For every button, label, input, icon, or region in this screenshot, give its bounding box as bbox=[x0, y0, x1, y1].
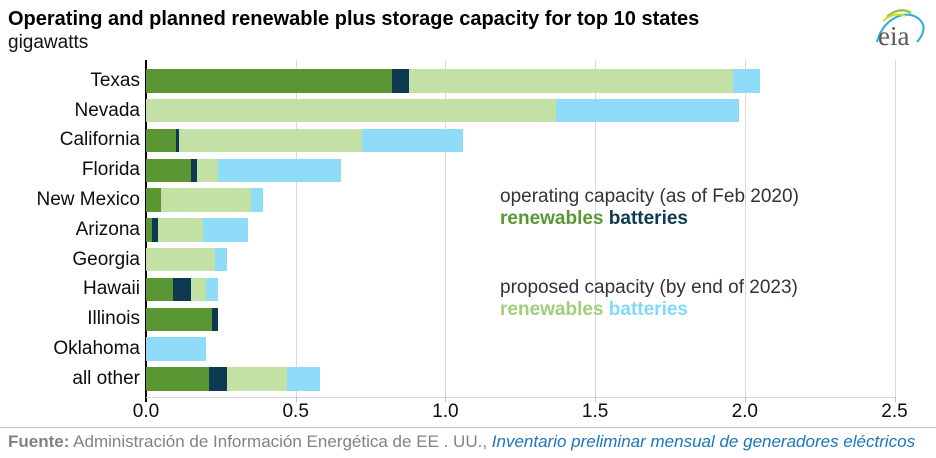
axis-tick bbox=[295, 397, 297, 402]
legend-operating: operating capacity (as of Feb 2020) rene… bbox=[500, 186, 799, 230]
bar-segment bbox=[146, 247, 215, 272]
bar-segment bbox=[190, 277, 206, 302]
gridline bbox=[894, 60, 896, 397]
legend-key-proposed-renewables: renewables bbox=[500, 299, 604, 320]
category-label: Hawaii bbox=[82, 278, 140, 300]
bar-segment bbox=[146, 188, 161, 212]
category-label: Arizona bbox=[75, 218, 140, 240]
gridline bbox=[295, 60, 297, 397]
bar-segment bbox=[409, 69, 733, 93]
source-link[interactable]: Inventario preliminar mensual de generad… bbox=[491, 432, 916, 451]
bar-segment bbox=[172, 277, 191, 302]
category-label: New Mexico bbox=[36, 189, 140, 211]
source-label: Fuente: bbox=[8, 432, 70, 451]
bar-segment bbox=[214, 247, 227, 272]
axis-tick bbox=[595, 397, 597, 402]
bar-segment bbox=[160, 188, 251, 212]
bar-segment bbox=[146, 337, 206, 361]
bar-segment bbox=[146, 98, 557, 123]
bar-segment bbox=[205, 277, 218, 302]
bar-segment bbox=[286, 367, 320, 391]
bar-segment bbox=[146, 158, 191, 183]
bar-segment bbox=[556, 98, 739, 123]
axis-tick bbox=[445, 397, 447, 402]
category-label: Texas bbox=[90, 69, 140, 91]
bar-segment bbox=[146, 128, 176, 153]
category-label: Nevada bbox=[74, 99, 141, 121]
x-tick-label: 0.5 bbox=[282, 401, 309, 422]
bar-segment bbox=[190, 158, 197, 183]
bar-segment bbox=[226, 367, 287, 391]
source-note: Fuente: Administración de Información En… bbox=[8, 432, 933, 452]
bar-segment bbox=[157, 218, 203, 242]
eia-logo-icon: eia bbox=[876, 9, 925, 51]
bar-segment bbox=[146, 277, 173, 302]
gridline bbox=[445, 60, 447, 397]
category-label: all other bbox=[72, 367, 140, 389]
bar-segment bbox=[146, 69, 392, 93]
x-tick-label: 2.5 bbox=[881, 401, 908, 422]
bar-segment bbox=[391, 69, 410, 93]
legend-proposed: proposed capacity (by end of 2023) renew… bbox=[500, 277, 798, 321]
bar-segment bbox=[361, 128, 464, 153]
chart-plot-area bbox=[145, 60, 908, 402]
category-label: Florida bbox=[81, 159, 140, 181]
bar-segment bbox=[178, 128, 362, 153]
chart-title: Operating and planned renewable plus sto… bbox=[8, 8, 700, 30]
legend-key-operating-batteries: batteries bbox=[608, 208, 688, 229]
chart-unit-label: gigawatts bbox=[8, 32, 89, 53]
axis-tick bbox=[744, 397, 746, 402]
bar-segment bbox=[175, 128, 179, 153]
category-label: Georgia bbox=[72, 248, 140, 270]
x-axis-line bbox=[146, 397, 896, 398]
bar-segment bbox=[146, 218, 152, 242]
gridline bbox=[744, 60, 746, 397]
x-axis-tick-labels: 0.0 0.5 1.0 1.5 2.0 2.5 bbox=[0, 401, 936, 423]
bar-segment bbox=[146, 307, 212, 332]
legend-proposed-title: proposed capacity (by end of 2023) bbox=[500, 277, 798, 298]
legend-operating-title: operating capacity (as of Feb 2020) bbox=[500, 186, 799, 207]
category-label: Illinois bbox=[87, 308, 140, 330]
bar-segment bbox=[202, 218, 248, 242]
category-label: California bbox=[59, 129, 140, 151]
eia-logo: eia bbox=[870, 4, 928, 57]
x-tick-label: 1.5 bbox=[581, 401, 609, 422]
footer-divider bbox=[0, 427, 936, 428]
bar-segment bbox=[146, 367, 209, 391]
legend-key-operating-renewables: renewables bbox=[500, 208, 604, 229]
bar-segment bbox=[211, 307, 218, 332]
bar-segment bbox=[732, 69, 760, 93]
category-label: Oklahoma bbox=[53, 338, 140, 360]
x-tick-label: 2.0 bbox=[731, 401, 758, 422]
x-tick-label: 1.0 bbox=[432, 401, 459, 422]
bar-segment bbox=[208, 367, 227, 391]
bar-segment bbox=[250, 188, 263, 212]
svg-text:eia: eia bbox=[878, 21, 909, 51]
bar-segment bbox=[151, 218, 158, 242]
legend-key-proposed-batteries: batteries bbox=[608, 299, 688, 320]
x-tick-label: 0.0 bbox=[132, 401, 160, 422]
axis-tick bbox=[894, 397, 896, 402]
source-text: Administración de Información Energética… bbox=[69, 432, 492, 451]
bar-segment bbox=[217, 158, 341, 183]
gridline bbox=[595, 60, 597, 397]
bar-segment bbox=[196, 158, 218, 183]
